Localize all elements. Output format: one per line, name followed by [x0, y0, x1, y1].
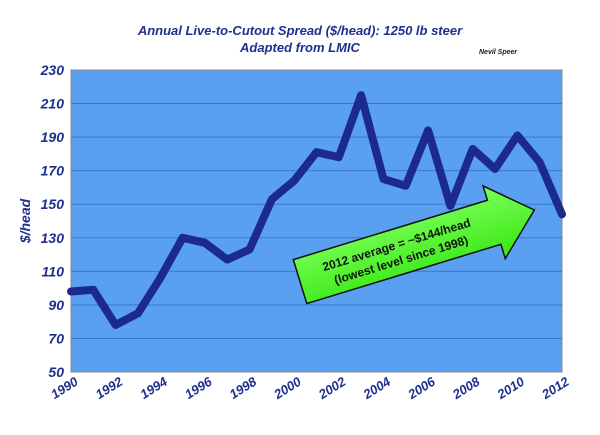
x-tick-label: 1994 [137, 373, 170, 401]
x-tick-label: 1996 [182, 373, 215, 401]
x-tick-label: 2004 [360, 373, 394, 402]
x-tick-label: 2010 [494, 373, 528, 402]
y-tick-label: 150 [41, 196, 65, 212]
y-tick-label: 90 [48, 297, 64, 313]
y-tick-label: 50 [48, 364, 64, 380]
chart-title: Annual Live-to-Cutout Spread ($/head): 1… [137, 23, 463, 38]
x-tick-label: 2002 [315, 373, 349, 402]
x-tick-label: 2000 [270, 373, 304, 402]
y-tick-label: 110 [42, 263, 65, 279]
y-tick-label: 190 [41, 129, 65, 145]
x-tick-label: 2006 [404, 373, 438, 402]
y-axis-ticks: 50 70 90 110 130 150 170 190 210 230 [40, 62, 65, 380]
y-tick-label: 130 [41, 230, 65, 246]
chart-subtitle: Adapted from LMIC [240, 40, 360, 55]
y-tick-label: 170 [41, 163, 65, 179]
author-credit: Nevil Speer [479, 49, 518, 56]
y-tick-label: 230 [40, 62, 65, 78]
x-tick-label: 1998 [227, 373, 260, 401]
x-axis-ticks: 1990 1992 1994 1996 1998 2000 2002 2004 2006 2008… [48, 373, 572, 402]
x-tick-label: 2012 [538, 373, 572, 402]
y-tick-label: 210 [40, 96, 65, 112]
x-tick-label: 1992 [93, 373, 126, 401]
series-line [67, 91, 566, 329]
y-tick-label: 70 [48, 330, 64, 346]
y-axis-label: $/head [17, 198, 33, 244]
x-tick-label: 2008 [449, 373, 483, 402]
arrow-shape [292, 184, 536, 305]
